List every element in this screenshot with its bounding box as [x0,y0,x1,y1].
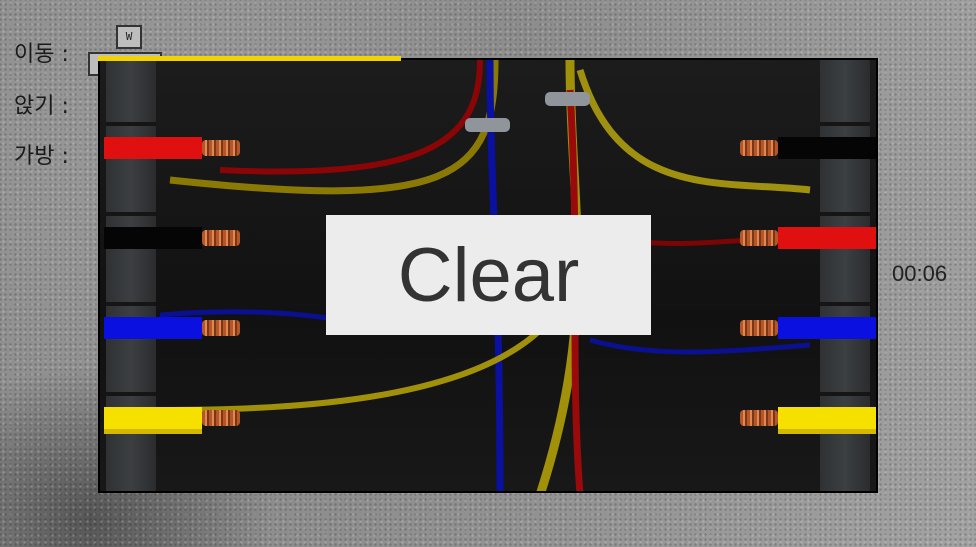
sit-label: 앉기 : [14,94,69,119]
left-wire-blue[interactable] [104,317,202,339]
right-wire-red-tip[interactable] [740,230,778,246]
right-wire-black-tip[interactable] [740,140,778,156]
background-wires [159,60,811,491]
right-wire-yellow-tip[interactable] [740,410,778,426]
left-wire-red-tip[interactable] [202,140,240,156]
left-wire-red[interactable] [104,137,202,159]
left-wire-yellow[interactable] [104,407,202,434]
puzzle-progress-bar [98,56,401,61]
right-wire-blue-tip[interactable] [740,320,778,336]
right-wire-black[interactable] [778,137,876,159]
w-key-icon: W [116,25,142,49]
left-wire-blue-tip[interactable] [202,320,240,336]
left-wire-yellow-tip[interactable] [202,410,240,426]
right-wire-blue[interactable] [778,317,876,339]
bag-label: 가방 : [14,144,69,169]
right-wire-yellow[interactable] [778,407,876,434]
move-label: 이동 : [14,42,69,67]
timer: 00:06 [892,261,948,286]
left-wire-black-tip[interactable] [202,230,240,246]
clear-message[interactable]: Clear [326,215,651,335]
left-wire-black[interactable] [104,227,202,249]
right-wire-red[interactable] [778,227,876,249]
